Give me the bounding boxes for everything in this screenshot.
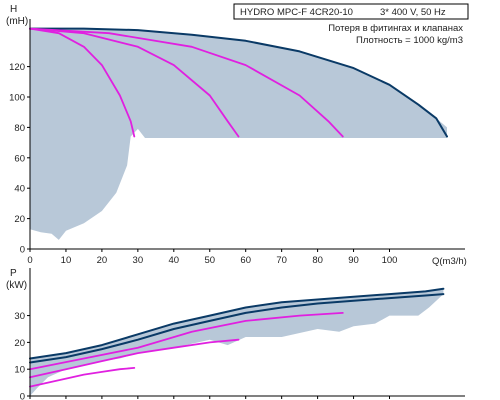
fittings-loss-note: Потеря в фитингах и клапанах	[328, 23, 463, 34]
power-ticks: 0 10 20 30	[14, 311, 391, 400]
power-y-tick-label: 20	[14, 338, 25, 349]
head-curves	[29, 27, 448, 138]
flow-x-tick-label: 20	[97, 255, 108, 266]
flow-x-tick-label: 10	[61, 255, 72, 266]
head-ticks: 0 20 40 60 80 100 120 0 10 20 30 40 50 60 70 80 90 100	[9, 62, 397, 266]
flow-x-tick-label: 100	[382, 255, 398, 266]
head-y-tick-label: 80	[14, 123, 25, 134]
head-pump-curve-2	[29, 27, 240, 138]
head-y-tick-label: 60	[14, 153, 25, 164]
head-operating-area	[30, 28, 447, 240]
power-max-curve-1	[29, 293, 445, 364]
power-operating-area	[30, 288, 444, 396]
flow-x-tick-label: 70	[276, 255, 287, 266]
power-y-tick-label: 30	[14, 311, 25, 322]
head-axis-label-unit: (mH)	[6, 16, 28, 27]
power-pump-curve-2	[29, 312, 344, 371]
head-y-tick-label: 0	[20, 245, 25, 256]
head-y-tick-label: 20	[14, 214, 25, 225]
power-max-curve-0	[29, 287, 445, 360]
density-note: Плотность = 1000 kg/m3	[356, 35, 463, 46]
power-y-tick-label: 10	[14, 365, 25, 376]
power-axes	[29, 268, 465, 397]
product-title: HYDRO MPC-F 4CR20-10	[240, 7, 353, 18]
flow-x-tick-label: 50	[204, 255, 215, 266]
power-pump-curve-3	[29, 338, 240, 379]
flow-x-tick-label: 60	[240, 255, 251, 266]
flow-x-tick-label: 80	[312, 255, 323, 266]
supply-info: 3* 400 V, 50 Hz	[380, 7, 446, 18]
head-pump-curve-3	[29, 27, 344, 138]
flow-x-tick-label: 40	[169, 255, 180, 266]
title-box	[233, 3, 469, 20]
flow-axis-label: Q(m3/h)	[432, 256, 467, 267]
flow-x-tick-label: 30	[133, 255, 144, 266]
head-y-tick-label: 120	[9, 62, 25, 73]
flow-x-tick-label: 90	[348, 255, 359, 266]
power-axis-label-unit: (kW)	[6, 280, 27, 291]
head-axes	[29, 19, 465, 250]
flow-x-tick-label: 0	[27, 255, 32, 266]
head-pump-curve-1	[29, 27, 136, 138]
head-max-curve-0	[29, 27, 448, 138]
power-axis-label-symbol: P	[10, 268, 17, 279]
power-pump-curve-4	[29, 367, 136, 388]
power-y-tick-label: 0	[20, 392, 25, 400]
head-area-shape	[30, 28, 447, 240]
power-curves	[29, 287, 445, 388]
head-y-tick-label: 40	[14, 184, 25, 195]
head-axis-label-symbol: H	[10, 4, 17, 15]
power-area-shape	[30, 288, 444, 396]
head-y-tick-label: 100	[9, 93, 25, 104]
